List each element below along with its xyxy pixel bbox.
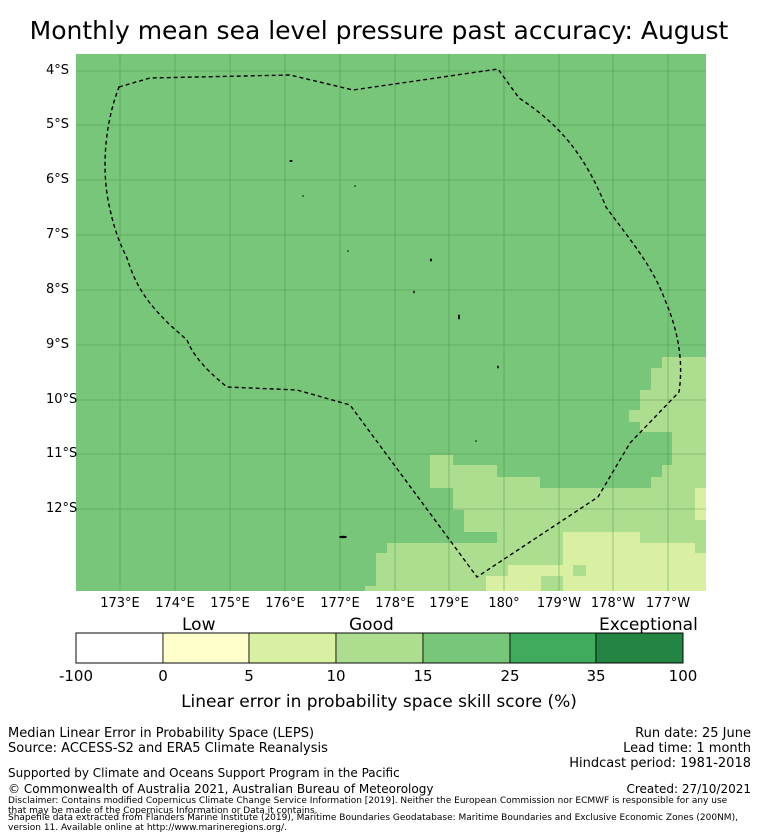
- page-title: Monthly mean sea level pressure past acc…: [29, 16, 729, 45]
- x-axis-label: 179°E: [429, 596, 469, 611]
- colorbar-tick: -100: [58, 667, 94, 685]
- colorbar-tick: 5: [244, 667, 254, 685]
- x-axis-label: 178°W: [590, 596, 636, 611]
- x-axis-label: 179°W: [536, 596, 582, 611]
- shapefile-line1: Shapefile data extracted from Flanders M…: [8, 813, 738, 823]
- x-axis-label: 174°E: [155, 596, 195, 611]
- colorbar-cell: [335, 632, 424, 664]
- disclaimer-line2: that may be made of the Copernicus Infor…: [8, 806, 318, 816]
- colorbar-tick: 25: [500, 667, 520, 685]
- eez-boundary: [104, 68, 682, 578]
- category-good: Good: [349, 615, 394, 635]
- footer-run-date: Run date: 25 June: [635, 726, 751, 741]
- x-axis-label: 177°W: [645, 596, 691, 611]
- x-axis-label: 177°E: [320, 596, 360, 611]
- y-axis-label: 6°S: [46, 172, 70, 187]
- shapefile-line2: version 11. Available online at http://w…: [8, 823, 287, 833]
- score-region-15-25-notch2: [573, 565, 586, 576]
- footer-lead-time: Lead time: 1 month: [623, 741, 751, 756]
- x-axis-label: 175°E: [210, 596, 250, 611]
- y-axis-label: 10°S: [46, 392, 78, 407]
- x-axis-label: 173°E: [100, 596, 140, 611]
- colorbar-tick: 100: [668, 667, 698, 685]
- x-axis-label: 180°: [488, 596, 520, 611]
- footer-source: Source: ACCESS-S2 and ERA5 Climate Reana…: [8, 741, 328, 756]
- y-axis-label: 11°S: [46, 446, 78, 461]
- colorbar-tick: 35: [586, 667, 606, 685]
- x-axis-label: 178°E: [375, 596, 415, 611]
- colorbar: [75, 632, 684, 664]
- score-region-5-10-east: [695, 488, 706, 520]
- colorbar-tick: 15: [413, 667, 433, 685]
- y-axis-label: 4°S: [46, 63, 70, 78]
- y-axis-label: 5°S: [46, 117, 70, 132]
- islands: [289, 160, 499, 539]
- y-axis-label: 12°S: [46, 501, 78, 516]
- colorbar-tick: 10: [326, 667, 346, 685]
- colorbar-cell: [509, 632, 597, 664]
- category-low: Low: [182, 615, 216, 635]
- colorbar-cell: [595, 632, 684, 664]
- y-axis-label: 9°S: [46, 337, 70, 352]
- footer-supported: Supported by Climate and Oceans Support …: [8, 766, 400, 780]
- footer-copyright: © Commonwealth of Australia 2021, Austra…: [8, 782, 434, 796]
- colorbar-cell: [422, 632, 511, 664]
- colorbar-cell: [162, 632, 250, 664]
- y-axis-label: 8°S: [46, 282, 70, 297]
- category-exceptional: Exceptional: [599, 615, 698, 635]
- colorbar-cell: [248, 632, 337, 664]
- disclaimer-line1: Disclaimer: Contains modified Copernicus…: [8, 796, 728, 806]
- footer-leps: Median Linear Error in Probability Space…: [8, 726, 315, 741]
- y-axis-label: 7°S: [46, 227, 70, 242]
- score-region-15-25-notch: [541, 576, 563, 591]
- colorbar-cell: [75, 632, 164, 664]
- map-gridlines: [76, 54, 706, 591]
- colorbar-label: Linear error in probability space skill …: [181, 692, 577, 712]
- footer-hindcast: Hindcast period: 1981-2018: [569, 756, 751, 771]
- footer-created: Created: 27/10/2021: [626, 782, 751, 796]
- colorbar-tick: 0: [158, 667, 168, 685]
- x-axis-label: 176°E: [265, 596, 305, 611]
